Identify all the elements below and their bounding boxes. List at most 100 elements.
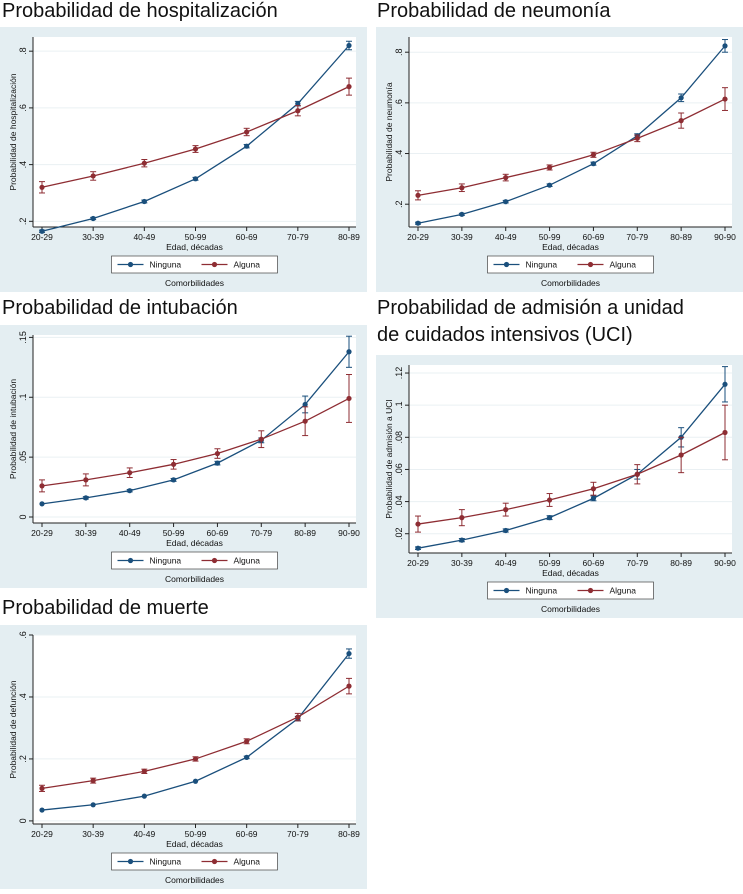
data-point-ninguna bbox=[546, 515, 553, 521]
x-tick-label: 80-89 bbox=[338, 829, 360, 839]
data-point-alguna bbox=[141, 160, 147, 166]
y-tick-label: .6 bbox=[18, 104, 28, 112]
data-point-alguna bbox=[415, 521, 421, 527]
data-point-ninguna bbox=[39, 501, 45, 507]
x-tick-label: 30-39 bbox=[451, 232, 473, 242]
x-tick-label: 20-29 bbox=[407, 232, 429, 242]
legend-marker-alguna bbox=[211, 261, 218, 268]
death-chart-panel: 0 .2 .4 .6 20-29 30-39 40-49 50-99 60-69 70-79 80-… bbox=[0, 625, 367, 889]
data-point-ninguna bbox=[90, 215, 96, 222]
legend-title: Comorbilidades bbox=[165, 574, 224, 584]
x-tick-label: 60-69 bbox=[236, 232, 258, 242]
x-tick-label: 30-39 bbox=[82, 232, 104, 242]
data-point-alguna bbox=[83, 477, 89, 483]
data-point-alguna bbox=[678, 118, 684, 124]
x-axis-title: Edad, décadas bbox=[166, 839, 223, 849]
legend-marker-alguna bbox=[587, 587, 594, 594]
y-tick-label: .04 bbox=[394, 495, 404, 508]
data-point-alguna bbox=[39, 184, 45, 190]
x-tick-label: 30-39 bbox=[82, 829, 104, 839]
data-point-ninguna bbox=[415, 220, 421, 226]
hospitalization-chart: .2 .4 .6 .8 20-29 30-39 40-49 50-99 60-69 70-79 80… bbox=[8, 37, 360, 288]
y-tick-label: 0 bbox=[18, 515, 28, 520]
intubation-chart-panel: 0 .05 .1 .15 20-29 30-39 40-49 50-99 60-69 70-79 8… bbox=[0, 325, 367, 588]
data-point-ninguna bbox=[459, 537, 465, 543]
x-tick-label: 40-49 bbox=[495, 558, 517, 568]
x-tick-label: 20-29 bbox=[31, 232, 53, 242]
legend-marker-ninguna bbox=[127, 557, 134, 564]
data-point-ninguna bbox=[141, 793, 147, 799]
y-axis-title: Probabilidad de defunción bbox=[8, 680, 18, 779]
data-point-ninguna bbox=[244, 754, 250, 760]
intubation-chart: 0 .05 .1 .15 20-29 30-39 40-49 50-99 60-69 70-79 8… bbox=[8, 331, 360, 584]
y-tick-label: .12 bbox=[394, 367, 404, 380]
data-point-alguna bbox=[295, 714, 301, 720]
data-point-ninguna bbox=[415, 545, 421, 551]
y-tick-label: .1 bbox=[394, 401, 404, 409]
data-point-alguna bbox=[503, 175, 509, 181]
y-axis-title: Probabilidad de admisión a UCI bbox=[384, 399, 394, 519]
x-axis-title: Edad, décadas bbox=[166, 538, 223, 548]
x-tick-label: 60-69 bbox=[207, 528, 229, 538]
data-point-alguna bbox=[302, 418, 308, 424]
data-point-alguna bbox=[634, 135, 640, 141]
series-line-alguna bbox=[417, 98, 726, 196]
data-point-alguna bbox=[590, 152, 597, 158]
x-tick-label: 70-79 bbox=[287, 232, 309, 242]
pneumonia-chart-title: Probabilidad de neumonía bbox=[377, 0, 611, 22]
data-point-alguna bbox=[90, 173, 96, 179]
data-point-ninguna bbox=[346, 650, 352, 657]
data-point-ninguna bbox=[590, 495, 597, 501]
data-point-ninguna bbox=[678, 95, 684, 101]
x-tick-label: 30-39 bbox=[75, 528, 97, 538]
data-point-ninguna bbox=[346, 349, 352, 355]
legend-label-alguna: Alguna bbox=[234, 857, 261, 867]
data-point-alguna bbox=[678, 452, 684, 458]
y-tick-label: .15 bbox=[18, 331, 28, 344]
series-line-alguna bbox=[41, 397, 350, 487]
y-tick-label: .05 bbox=[18, 451, 28, 464]
legend-label-ninguna: Ninguna bbox=[526, 586, 558, 596]
x-tick-label: 70-79 bbox=[287, 829, 309, 839]
data-point-alguna bbox=[546, 164, 553, 171]
hospitalization-chart-title: Probabilidad de hospitalización bbox=[2, 0, 278, 22]
y-tick-label: .6 bbox=[394, 99, 404, 107]
x-tick-label: 20-29 bbox=[31, 829, 53, 839]
series-line-alguna bbox=[417, 431, 726, 525]
data-point-alguna bbox=[90, 778, 96, 784]
legend-marker-ninguna bbox=[127, 261, 134, 268]
data-point-ninguna bbox=[192, 778, 199, 784]
data-point-ninguna bbox=[127, 488, 133, 494]
plot-area bbox=[33, 37, 356, 227]
x-tick-label: 60-69 bbox=[583, 232, 605, 242]
x-tick-label: 90-90 bbox=[714, 232, 736, 242]
intubation-chart-title: Probabilidad de intubación bbox=[2, 297, 238, 319]
data-point-alguna bbox=[546, 497, 553, 503]
data-point-alguna bbox=[141, 768, 147, 774]
x-tick-label: 50-99 bbox=[185, 232, 207, 242]
legend-marker-ninguna bbox=[127, 858, 134, 865]
legend-label-ninguna: Ninguna bbox=[150, 260, 182, 270]
data-point-alguna bbox=[192, 146, 199, 152]
legend-label-ninguna: Ninguna bbox=[150, 556, 182, 566]
x-tick-label: 40-49 bbox=[133, 829, 155, 839]
data-point-ninguna bbox=[346, 42, 352, 49]
data-point-alguna bbox=[634, 471, 640, 477]
data-point-alguna bbox=[39, 785, 45, 791]
legend-box bbox=[111, 551, 278, 570]
icu-chart-title-line-1: Probabilidad de admisión a unidad bbox=[377, 297, 684, 319]
data-point-alguna bbox=[244, 129, 250, 135]
series-line-ninguna bbox=[417, 45, 726, 224]
data-point-alguna bbox=[415, 192, 421, 198]
x-tick-label: 50-99 bbox=[163, 528, 185, 538]
data-point-alguna bbox=[192, 756, 199, 762]
pneumonia-chart: .2 .4 .6 .8 20-29 30-39 40-49 50-99 60-69 70-79 80… bbox=[384, 37, 736, 288]
data-point-ninguna bbox=[459, 211, 465, 217]
legend-label-alguna: Alguna bbox=[610, 586, 637, 596]
x-tick-label: 20-29 bbox=[407, 558, 429, 568]
death-chart-title: Probabilidad de muerte bbox=[2, 597, 209, 619]
pneumonia-chart-panel: .2 .4 .6 .8 20-29 30-39 40-49 50-99 60-69 70-79 80… bbox=[376, 27, 743, 292]
plot-area bbox=[33, 335, 356, 523]
x-tick-label: 70-79 bbox=[626, 232, 648, 242]
legend-box bbox=[487, 581, 654, 600]
